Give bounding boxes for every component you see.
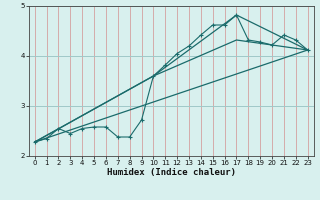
X-axis label: Humidex (Indice chaleur): Humidex (Indice chaleur) — [107, 168, 236, 177]
